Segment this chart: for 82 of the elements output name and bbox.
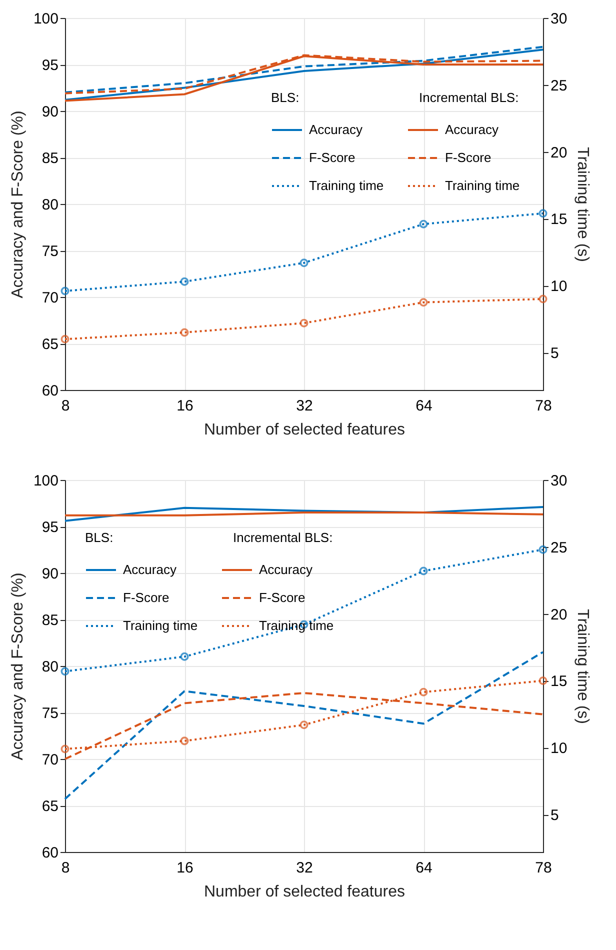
y-tick-label: 90 [42, 566, 58, 582]
y2-axis-title: Training time (s) [574, 147, 592, 262]
y2-tick-label: 10 [550, 278, 568, 296]
legend-label: Accuracy [123, 562, 177, 577]
y2-tick-label: 30 [550, 472, 568, 490]
x-axis-title: Number of selected features [204, 884, 405, 900]
x-tick-label: 32 [296, 860, 313, 876]
legend-label: F-Score [123, 590, 170, 605]
y-tick-label: 75 [42, 243, 58, 260]
y-tick-label: 85 [42, 612, 58, 629]
y-tick-label: 95 [42, 519, 58, 536]
y-tick-label: 70 [42, 290, 58, 306]
y2-tick-label: 25 [550, 77, 568, 94]
x-tick-label: 16 [176, 398, 194, 414]
y2-axis-title: Training time (s) [574, 609, 592, 724]
annotation: Incremental BLS: [233, 530, 333, 545]
x-tick-label: 8 [61, 860, 70, 876]
annotation: Incremental BLS: [419, 90, 519, 105]
y-tick-label: 70 [42, 752, 58, 768]
point [538, 209, 548, 218]
legend-label: F-Score [259, 590, 306, 605]
legend-label: Accuracy [309, 122, 363, 137]
y2-tick-label: 15 [550, 673, 568, 690]
legend-label: Training time [309, 178, 384, 193]
y-tick-label: 60 [42, 382, 58, 400]
legend-label: Accuracy [259, 562, 313, 577]
line-series [64, 506, 544, 522]
legend-label: Training time [123, 618, 198, 633]
y2-tick-label: 5 [550, 807, 559, 824]
point [60, 286, 70, 296]
y2-tick-label: 20 [550, 606, 568, 624]
x-tick-label: 16 [176, 860, 194, 876]
y-axis-title: Accuracy and F-Score (%) [9, 572, 26, 760]
x-tick-label: 64 [416, 860, 432, 876]
point [60, 667, 70, 676]
y2-tick-label: 10 [550, 740, 568, 758]
point [300, 720, 308, 730]
x-tick-label: 32 [296, 398, 313, 414]
point [180, 652, 189, 661]
y-tick-label: 65 [42, 798, 58, 815]
y-axis-title: Accuracy and F-Score (%) [9, 110, 26, 298]
point [60, 334, 70, 344]
legend-label: Training time [445, 178, 520, 193]
x-tick-label: 78 [535, 860, 552, 876]
y-tick-label: 95 [42, 57, 58, 74]
point [180, 736, 189, 746]
legend-label: F-Score [445, 150, 492, 165]
point [538, 294, 548, 304]
point [60, 744, 70, 754]
point [538, 545, 548, 554]
point [180, 328, 189, 337]
point [300, 318, 308, 328]
point [419, 688, 428, 696]
y2-tick-label: 25 [550, 539, 568, 556]
x-tick-label: 8 [61, 398, 70, 414]
x-axis-title: Number of selected features [204, 422, 405, 438]
point [300, 258, 308, 268]
point [419, 566, 428, 576]
legend-label: Accuracy [445, 122, 499, 137]
legend-label: F-Score [309, 150, 356, 165]
y2-tick-label: 20 [550, 144, 568, 162]
point [419, 298, 428, 307]
y2-tick-label: 30 [550, 10, 568, 28]
point [180, 277, 189, 286]
y-tick-label: 60 [42, 844, 58, 862]
y-tick-label: 75 [42, 705, 58, 722]
y-tick-label: 65 [42, 336, 58, 353]
y-tick-label: 85 [42, 150, 58, 167]
point [538, 676, 548, 685]
y2-tick-label: 15 [550, 211, 568, 228]
annotation: BLS: [85, 530, 114, 545]
line-series [64, 651, 544, 800]
y-tick-label: 100 [33, 10, 58, 28]
y-tick-label: 100 [33, 472, 58, 490]
y-tick-label: 80 [42, 196, 58, 214]
y-tick-label: 90 [42, 104, 58, 120]
y-tick-label: 80 [42, 658, 58, 676]
x-tick-label: 78 [535, 398, 552, 414]
y2-tick-label: 5 [550, 345, 559, 362]
annotation: BLS: [271, 90, 300, 105]
point [419, 220, 428, 228]
x-tick-label: 64 [416, 398, 432, 414]
